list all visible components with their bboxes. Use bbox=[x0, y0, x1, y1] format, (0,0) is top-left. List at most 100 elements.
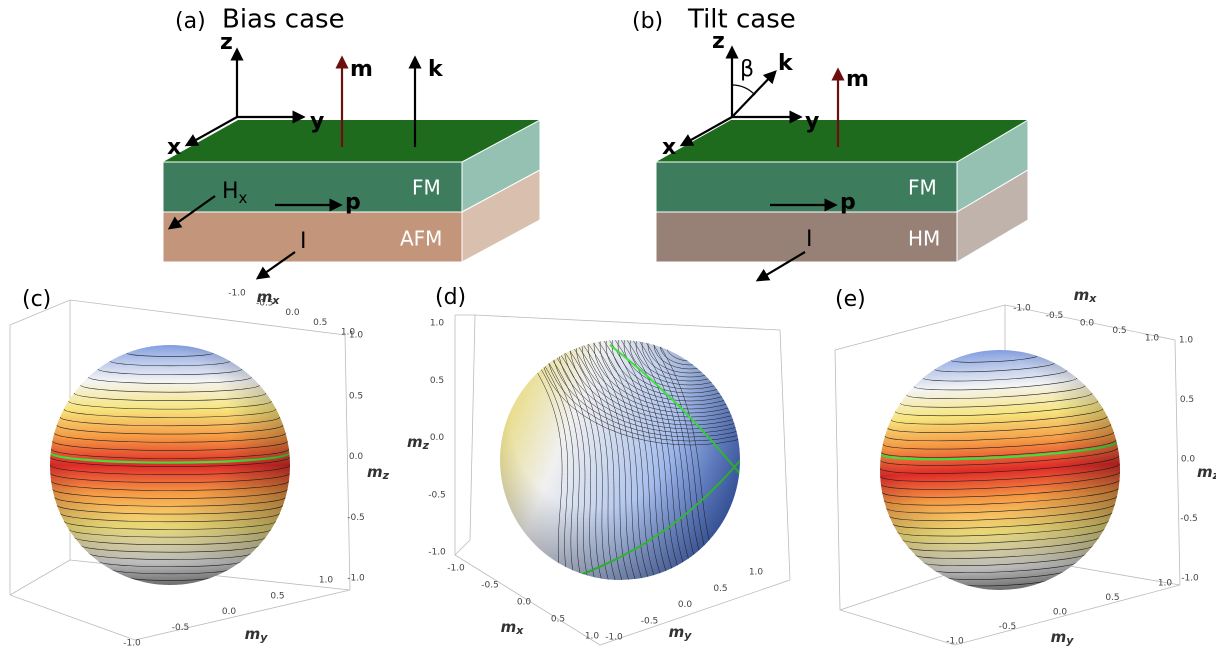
tick-label: -1.0 bbox=[347, 574, 365, 584]
axis-label-sub: y bbox=[684, 629, 692, 642]
tick-label: 0.0 bbox=[1053, 608, 1068, 618]
axis-label: my bbox=[669, 623, 693, 643]
vector-label: m bbox=[350, 57, 373, 82]
axis-label: my bbox=[1051, 628, 1075, 648]
axis-label-sub: z bbox=[382, 469, 390, 482]
tick-label: 0.5 bbox=[270, 591, 284, 601]
sphere bbox=[853, 323, 1147, 617]
tick-label: -1.0 bbox=[1013, 304, 1031, 314]
vector-label: k bbox=[428, 57, 444, 82]
tick-label: 0.0 bbox=[1181, 455, 1196, 465]
axis-label: z bbox=[712, 29, 725, 54]
axis-label: x bbox=[167, 135, 181, 160]
panel-title: Tilt case bbox=[687, 5, 796, 35]
sphere-panel: (e)-1.0-0.50.00.51.0mx1.00.50.0-0.5-1.0m… bbox=[835, 286, 1216, 648]
tick-label: 1.0 bbox=[430, 319, 445, 329]
tick-label: 1.0 bbox=[1158, 579, 1173, 589]
tick-label: 0.5 bbox=[1105, 593, 1119, 603]
tick-label: -1.0 bbox=[123, 639, 141, 649]
tick-label: -0.5 bbox=[999, 622, 1017, 632]
axis-label-sub: x bbox=[271, 294, 280, 307]
tick-label: 0.5 bbox=[430, 376, 444, 386]
layer-label: FM bbox=[908, 176, 937, 200]
axis-label: y bbox=[805, 109, 819, 134]
tick-label: -0.5 bbox=[1180, 514, 1198, 524]
contour bbox=[672, 333, 708, 357]
tick-label: 0.0 bbox=[678, 600, 693, 610]
axis-label-base: m bbox=[1197, 463, 1213, 481]
tick-label: 0.5 bbox=[313, 318, 327, 328]
layer-label: AFM bbox=[400, 227, 442, 251]
angle-label: β bbox=[740, 57, 754, 82]
axis-label-base: m bbox=[1074, 286, 1090, 304]
vector-label: k bbox=[778, 51, 794, 76]
axis-label: mx bbox=[501, 618, 525, 638]
tick-label: -0.5 bbox=[641, 616, 659, 626]
sphere-shade bbox=[500, 340, 740, 580]
layer-label: FM bbox=[412, 176, 441, 200]
tick-label: 0.0 bbox=[349, 452, 364, 462]
axis-label-base: m bbox=[367, 463, 383, 481]
tick-label: 0.0 bbox=[517, 598, 532, 608]
axis-label-base: m bbox=[407, 433, 423, 451]
sphere-panel: (c)-1.0-0.50.00.51.0mx1.00.50.0-0.5-1.0m… bbox=[10, 287, 390, 649]
axis-label-sub: z bbox=[1212, 469, 1216, 482]
tick-label: -1.0 bbox=[228, 289, 246, 299]
axis-label-base: m bbox=[1051, 628, 1067, 646]
vector-label: p bbox=[840, 190, 856, 215]
axis-label-base: m bbox=[669, 623, 685, 641]
contour bbox=[684, 341, 696, 349]
axis-label-sub: z bbox=[422, 439, 430, 452]
axis-label: y bbox=[310, 109, 324, 134]
tick-label: 0.0 bbox=[430, 433, 445, 443]
tick-label: 1.0 bbox=[349, 331, 364, 341]
tick-label: -1.0 bbox=[447, 564, 465, 574]
panel-label: (a) bbox=[175, 9, 206, 34]
axis-label: mx bbox=[257, 288, 281, 308]
tick-label: -0.5 bbox=[428, 490, 446, 500]
panel-label: (e) bbox=[835, 287, 866, 312]
axis-label: x bbox=[662, 135, 676, 160]
tick-label: -1.0 bbox=[605, 633, 623, 643]
sphere-panel: (d)1.00.50.0-0.5-1.0mz-1.0-0.50.00.51.0m… bbox=[407, 245, 840, 645]
sphere bbox=[480, 245, 840, 600]
sphere-shade bbox=[880, 350, 1120, 590]
tick-label: 0.0 bbox=[222, 607, 237, 617]
figure: (a) Bias case z y x m k FM AFM Hx p I (b… bbox=[0, 0, 1216, 653]
axis-label-base: m bbox=[257, 288, 273, 306]
vector-label: m bbox=[846, 67, 869, 92]
tick-label: -0.5 bbox=[481, 581, 499, 591]
layer-label: HM bbox=[908, 227, 940, 251]
sphere bbox=[30, 325, 310, 605]
axis-label: mz bbox=[407, 433, 430, 453]
tick-label: -0.5 bbox=[347, 513, 365, 523]
panel-b: (b) Tilt case z β k y x m FM HM p I bbox=[632, 5, 1028, 281]
panel-label: (c) bbox=[22, 287, 51, 312]
tick-label: 0.5 bbox=[1112, 326, 1126, 336]
sphere-panels: (c)-1.0-0.50.00.51.0mx1.00.50.0-0.5-1.0m… bbox=[10, 245, 1216, 649]
panel-a: (a) Bias case z y x m k FM AFM Hx p I bbox=[163, 5, 540, 279]
sphere-shade bbox=[50, 345, 290, 585]
tick-label: 1.0 bbox=[749, 568, 764, 578]
tick-label: -1.0 bbox=[1181, 574, 1199, 584]
tick-label: 1.0 bbox=[1145, 334, 1160, 344]
tick-label: 0.5 bbox=[713, 584, 727, 594]
axis-label-sub: x bbox=[1088, 292, 1097, 305]
current-label: I bbox=[806, 227, 813, 252]
tick-label: 1.0 bbox=[319, 576, 334, 586]
tick-label: 1.0 bbox=[585, 632, 600, 642]
tick-label: 0.0 bbox=[1080, 319, 1095, 329]
tick-label: -0.5 bbox=[1046, 311, 1064, 321]
axis-label-sub: x bbox=[515, 624, 524, 637]
axis-label: my bbox=[245, 625, 269, 645]
panel-label: (d) bbox=[435, 285, 466, 310]
axis-label-base: m bbox=[245, 625, 261, 643]
panel-title: Bias case bbox=[222, 5, 345, 35]
tick-label: 1.0 bbox=[1179, 336, 1194, 346]
tick-label: 0.5 bbox=[1180, 395, 1194, 405]
tick-label: -0.5 bbox=[172, 623, 190, 633]
axis-label-sub: y bbox=[1066, 634, 1074, 647]
axis-label: mz bbox=[1197, 463, 1216, 483]
tick-label: -1.0 bbox=[428, 548, 446, 558]
tick-label: -1.0 bbox=[946, 637, 964, 647]
